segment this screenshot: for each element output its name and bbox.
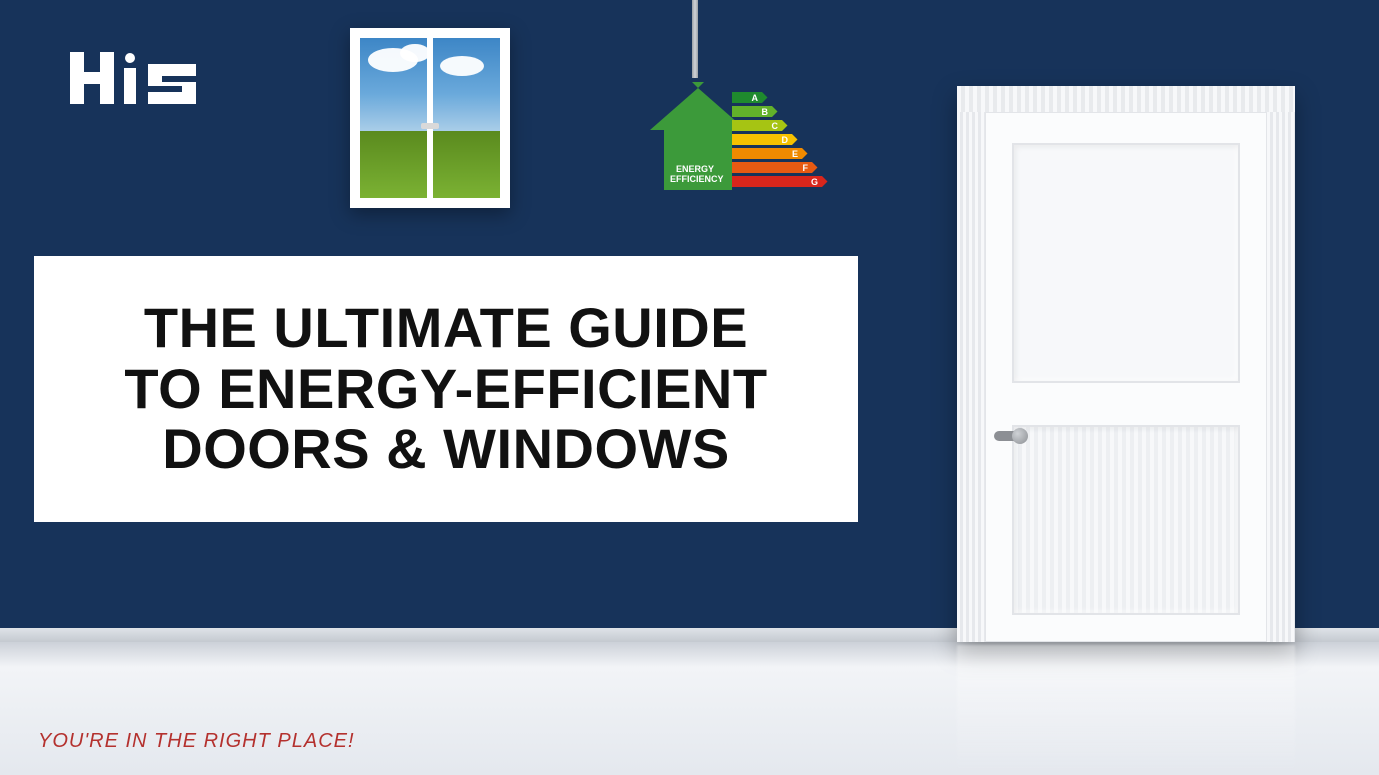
door-trim-right — [1267, 86, 1295, 642]
energy-grade-letter: F — [803, 163, 809, 173]
door-head — [957, 86, 1295, 112]
energy-grade-letter: D — [782, 135, 789, 145]
energy-grade-letter: B — [762, 107, 769, 117]
door-handle-icon — [994, 431, 1024, 441]
door-panel-bottom — [1012, 425, 1240, 615]
window-handle-icon — [421, 123, 439, 129]
energy-bar — [732, 120, 788, 131]
title-line-3: DOORS & WINDOWS — [162, 417, 729, 480]
door-reflection — [957, 645, 1295, 775]
energy-caption-2: EFFICIENCY — [670, 174, 724, 184]
energy-grade-letter: E — [792, 149, 798, 159]
door-panel-top — [1012, 143, 1240, 383]
pendant-rod — [692, 0, 698, 78]
energy-grade-letter: A — [752, 93, 759, 103]
energy-bar — [732, 92, 768, 103]
page-title: THE ULTIMATE GUIDE TO ENERGY-EFFICIENT D… — [124, 298, 767, 479]
energy-caption-1: ENERGY — [676, 164, 714, 174]
title-line-2: TO ENERGY-EFFICIENT — [124, 357, 767, 420]
energy-grade-letter: C — [772, 121, 779, 131]
energy-efficiency-badge: ENERGY EFFICIENCY ABCDEFG — [632, 70, 832, 200]
window-mullion — [427, 38, 433, 198]
energy-grade-letter: G — [811, 177, 818, 187]
cloud-icon — [440, 56, 484, 76]
door-illustration — [957, 86, 1295, 642]
brand-logo — [70, 48, 200, 108]
window-illustration — [350, 28, 510, 208]
cloud-icon — [400, 44, 430, 62]
tagline: YOU'RE IN THE RIGHT PLACE! — [38, 730, 355, 753]
door-trim-left — [957, 86, 985, 642]
energy-bar — [732, 106, 778, 117]
title-card: THE ULTIMATE GUIDE TO ENERGY-EFFICIENT D… — [34, 256, 858, 522]
door-slab — [985, 112, 1267, 642]
title-line-1: THE ULTIMATE GUIDE — [144, 296, 748, 359]
